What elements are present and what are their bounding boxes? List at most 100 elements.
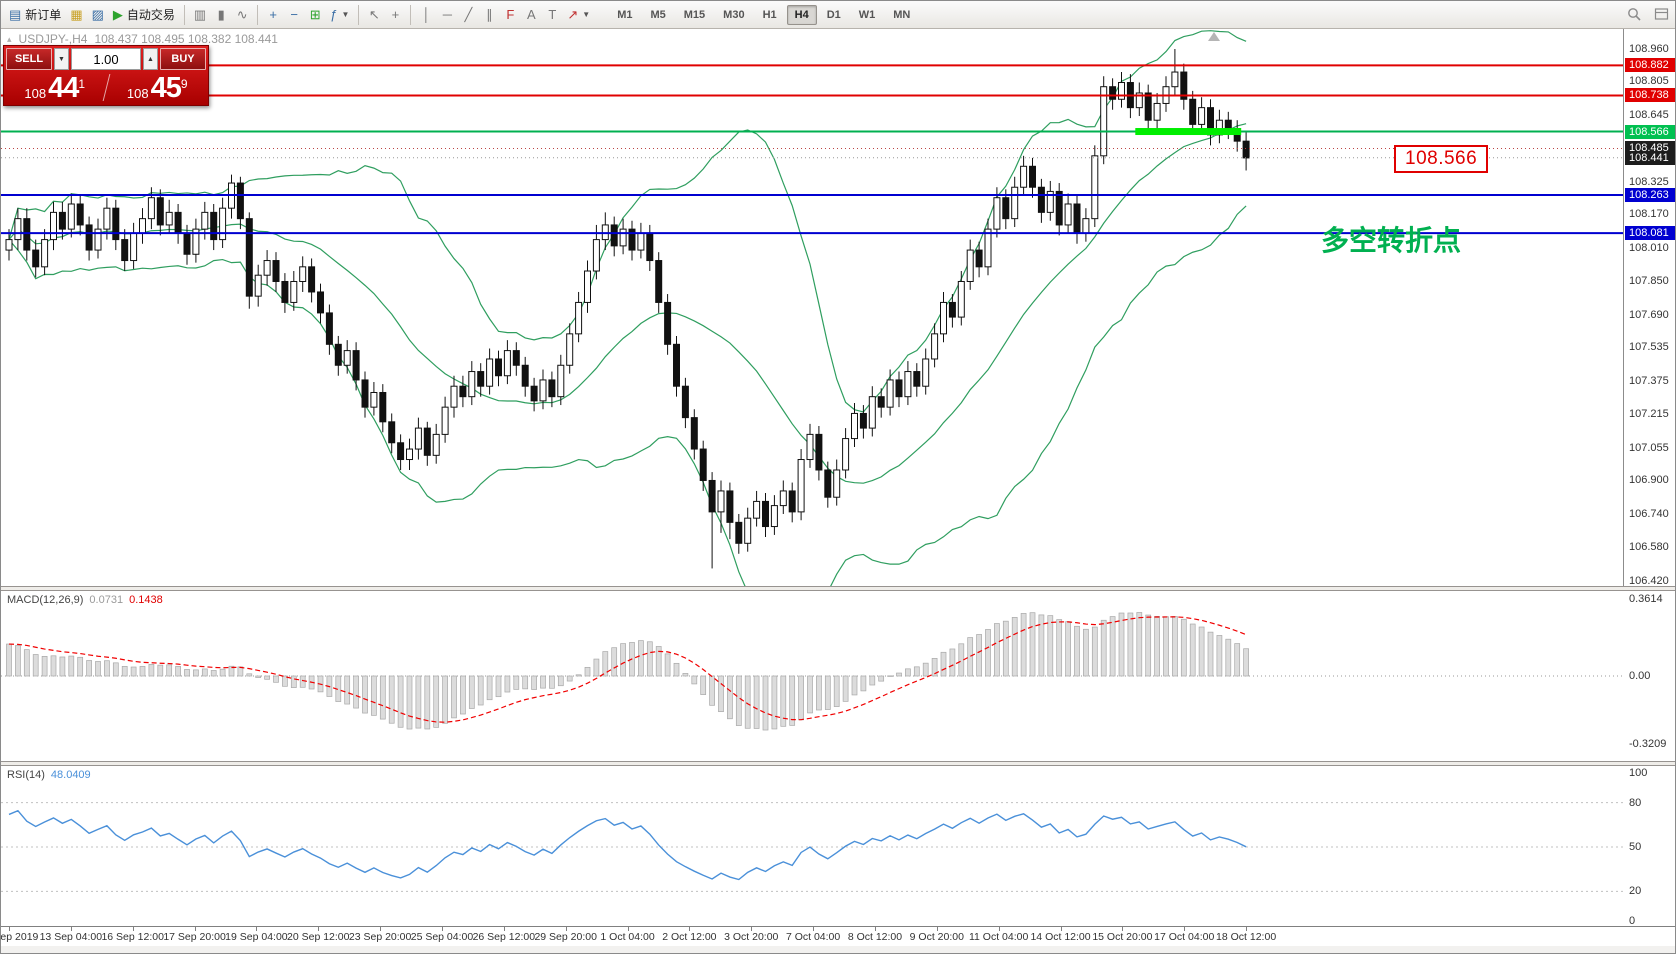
line-chart-button[interactable]: ∿ (232, 4, 252, 26)
macd-chart[interactable] (1, 591, 1676, 761)
zoom-out-button[interactable]: − (284, 4, 304, 26)
candle[interactable] (708, 479, 716, 513)
candle[interactable] (530, 385, 538, 402)
candlestick-chart-button[interactable]: ▮ (211, 4, 231, 26)
candle[interactable] (1037, 186, 1045, 213)
timeframe-button-M30[interactable]: M30 (715, 5, 752, 25)
candle[interactable] (236, 182, 244, 220)
candle[interactable] (1118, 82, 1125, 100)
candle[interactable] (201, 211, 209, 230)
candle[interactable] (299, 266, 307, 282)
candle[interactable] (450, 385, 458, 408)
candle[interactable] (41, 239, 49, 268)
candle[interactable] (156, 197, 164, 226)
candle[interactable] (50, 211, 57, 241)
candle[interactable] (308, 266, 316, 293)
candle[interactable] (361, 379, 369, 408)
charts-button[interactable]: ▦ (66, 4, 86, 26)
annotation-text[interactable]: 多空转折点 (1321, 225, 1462, 256)
tile-windows-button[interactable]: ⊞ (305, 4, 325, 26)
candle[interactable] (495, 358, 502, 377)
timeframe-button-M15[interactable]: M15 (676, 5, 713, 25)
candle[interactable] (103, 207, 111, 230)
candle[interactable] (788, 490, 796, 513)
timeframe-button-MN[interactable]: MN (885, 5, 918, 25)
timeframe-button-W1[interactable]: W1 (851, 5, 884, 25)
candle[interactable] (690, 417, 698, 450)
label-tool-button[interactable]: T (542, 4, 562, 26)
candle[interactable] (957, 280, 965, 318)
candle[interactable] (1100, 86, 1108, 157)
lot-increase-button[interactable]: ▲ (143, 48, 158, 70)
candle[interactable] (904, 371, 912, 398)
candle[interactable] (406, 448, 413, 461)
candle[interactable] (210, 211, 218, 241)
arrows-tool-button[interactable]: ↗ ▼ (563, 4, 594, 26)
candle[interactable] (254, 274, 262, 297)
buy-button[interactable]: BUY (160, 48, 206, 70)
candle[interactable] (948, 301, 956, 318)
candle[interactable] (1046, 190, 1054, 213)
candle[interactable] (334, 343, 342, 366)
candle[interactable] (76, 203, 84, 226)
candle[interactable] (121, 239, 129, 262)
fibonacci-tool-button[interactable]: F (500, 4, 520, 26)
candle[interactable] (165, 211, 173, 226)
candle[interactable] (744, 517, 752, 544)
candle[interactable] (112, 207, 120, 241)
candle[interactable] (67, 203, 75, 230)
candle[interactable] (1189, 98, 1197, 125)
candle[interactable] (931, 333, 939, 360)
candle[interactable] (477, 371, 485, 387)
candle[interactable] (699, 448, 707, 481)
candle[interactable] (1055, 190, 1063, 226)
timeframe-button-M5[interactable]: M5 (642, 5, 673, 25)
candle[interactable] (1091, 155, 1099, 220)
candle[interactable] (913, 371, 921, 387)
candle[interactable] (1242, 140, 1250, 159)
candle[interactable] (681, 385, 689, 419)
sell-price[interactable]: 108 44 1 (6, 72, 104, 103)
candle[interactable] (566, 333, 574, 366)
candle[interactable] (815, 433, 823, 471)
rsi-chart[interactable] (1, 766, 1676, 926)
timeframe-button-H4[interactable]: H4 (786, 4, 817, 25)
candle[interactable] (557, 364, 565, 398)
candle[interactable] (1064, 203, 1072, 226)
auto-trading-button[interactable]: ▶ 自动交易 (109, 4, 179, 26)
candle[interactable] (797, 459, 805, 513)
candle[interactable] (575, 301, 583, 335)
price-chart[interactable] (1, 29, 1676, 586)
candle[interactable] (726, 490, 734, 523)
candle[interactable] (842, 438, 850, 471)
candle[interactable] (281, 280, 289, 303)
candle[interactable] (824, 469, 832, 498)
panel-divider[interactable] (1, 586, 1675, 591)
candle[interactable] (984, 228, 992, 268)
candle[interactable] (1135, 92, 1143, 109)
candle[interactable] (174, 211, 182, 234)
candle[interactable] (770, 505, 778, 528)
candle[interactable] (1020, 165, 1028, 188)
candle[interactable] (272, 260, 280, 282)
candle[interactable] (1011, 186, 1019, 220)
candle[interactable] (673, 343, 680, 387)
candle[interactable] (139, 218, 146, 234)
crosshair-tool-button[interactable]: + (385, 4, 405, 26)
candle[interactable] (130, 232, 138, 262)
candle[interactable] (414, 427, 422, 450)
candle[interactable] (14, 218, 22, 241)
candle[interactable] (459, 385, 467, 398)
lot-dropdown-button[interactable]: ▼ (54, 48, 69, 70)
candle[interactable] (779, 490, 787, 507)
channel-tool-button[interactable]: ∥ (479, 4, 499, 26)
price-callout[interactable]: 108.566 (1394, 145, 1489, 173)
data-window-button[interactable] (1650, 4, 1673, 26)
candle[interactable] (245, 218, 253, 297)
candle[interactable] (735, 521, 743, 544)
highlighted-level-segment[interactable] (1135, 128, 1242, 136)
candle[interactable] (468, 371, 476, 398)
candle[interactable] (940, 301, 947, 335)
zoom-in-button[interactable]: + (263, 4, 283, 26)
text-tool-button[interactable]: A (521, 4, 541, 26)
